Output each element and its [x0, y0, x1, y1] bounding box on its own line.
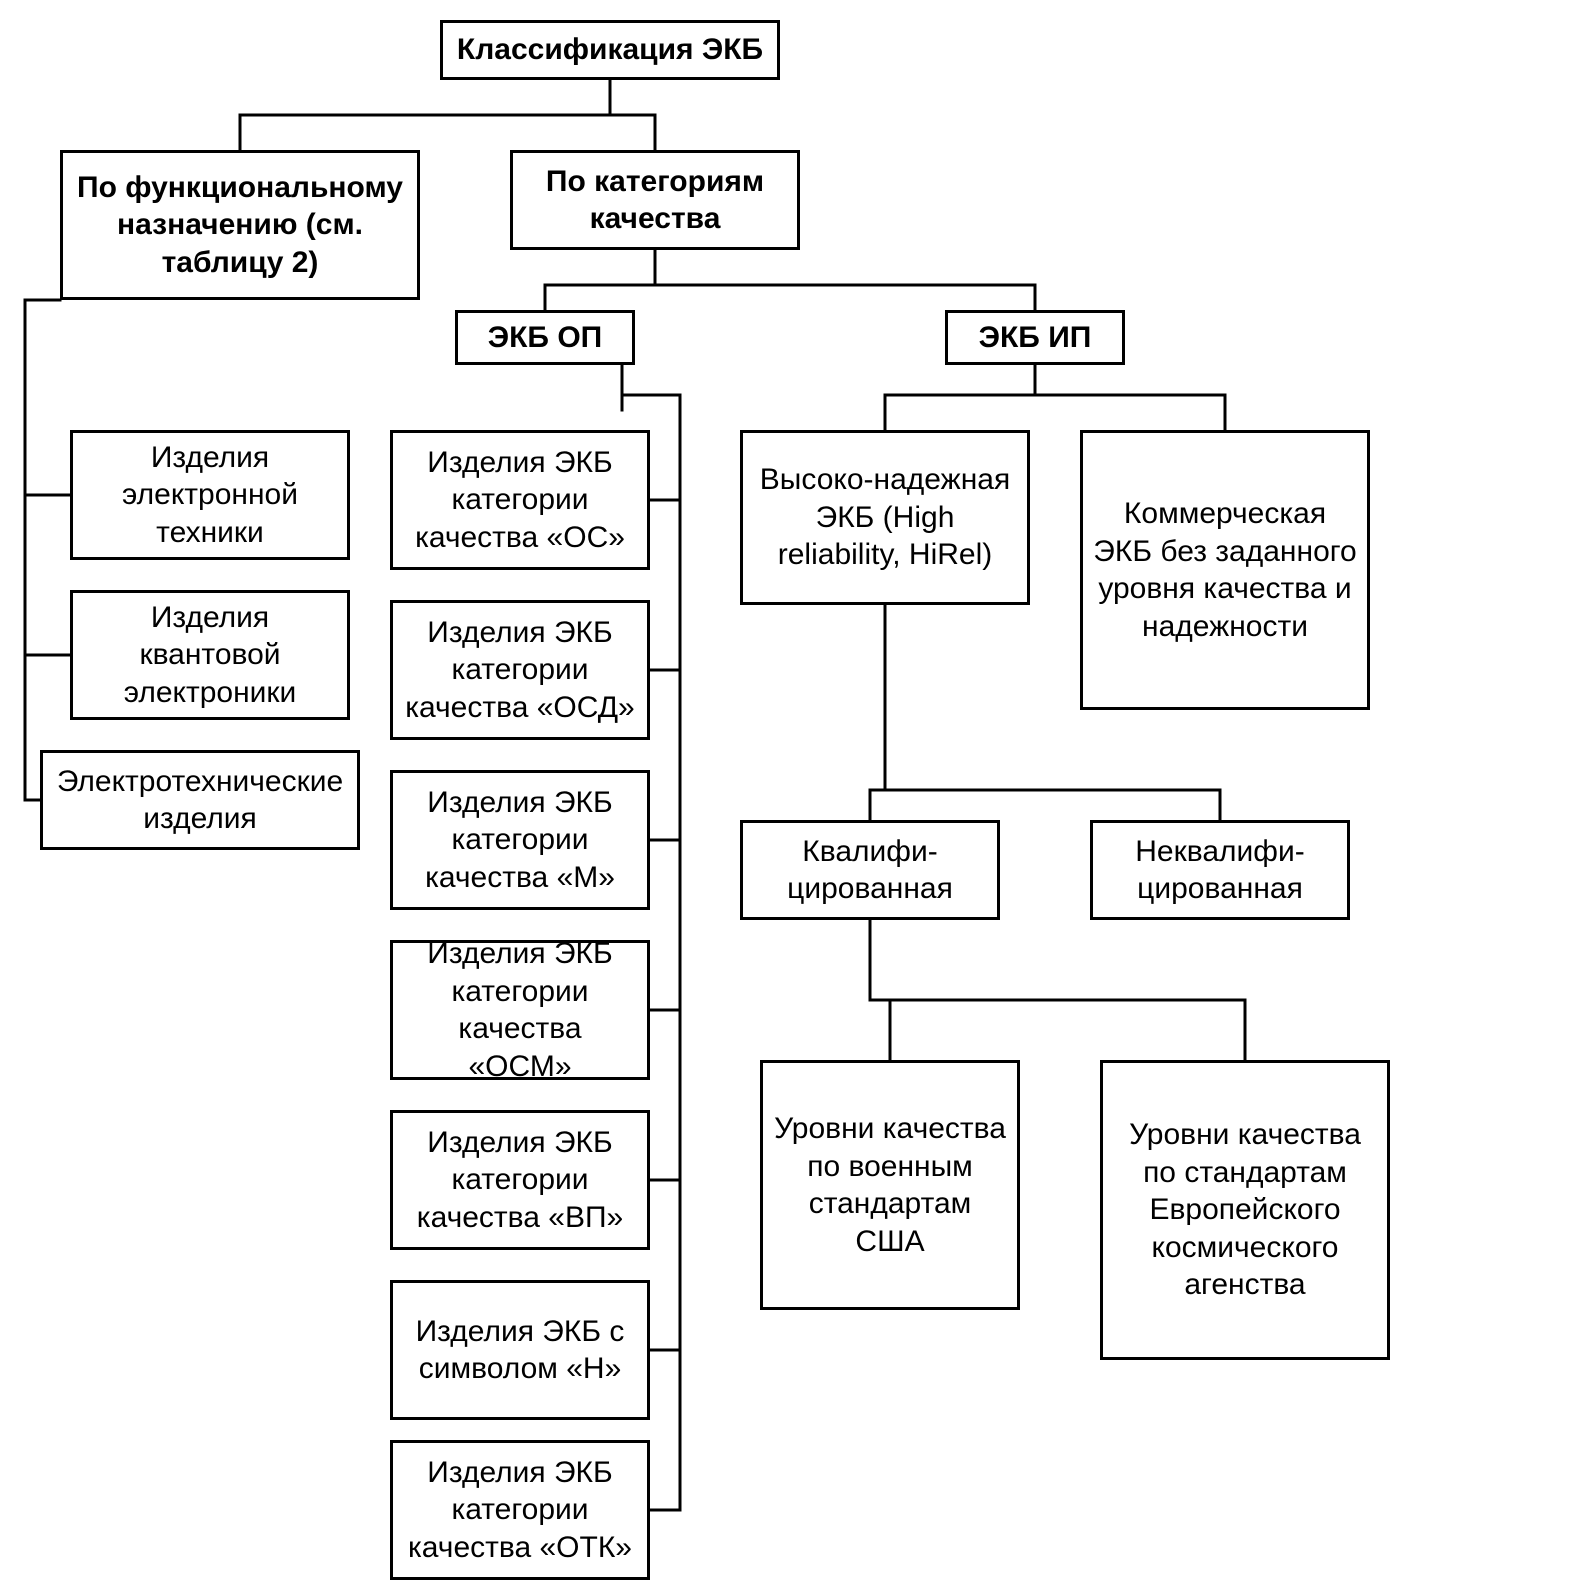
node-op3: Изделия ЭКБ категории качества «М» — [390, 770, 650, 910]
node-qual: По категориям качества — [510, 150, 800, 250]
node-std1: Уровни качества по военным стандартам СШ… — [760, 1060, 1020, 1310]
node-std2: Уровни качества по стандартам Европейско… — [1100, 1060, 1390, 1360]
node-ip: ЭКБ ИП — [945, 310, 1125, 365]
node-comm: Коммерческая ЭКБ без заданного уровня ка… — [1080, 430, 1370, 710]
node-f1: Изделия электронной техники — [70, 430, 350, 560]
node-func: По функциональному назначению (см. табли… — [60, 150, 420, 300]
node-op1: Изделия ЭКБ категории качества «ОС» — [390, 430, 650, 570]
node-root: Классификация ЭКБ — [440, 20, 780, 80]
node-op: ЭКБ ОП — [455, 310, 635, 365]
node-qual1: Квалифи-цированная — [740, 820, 1000, 920]
node-qual2: Неквалифи-цированная — [1090, 820, 1350, 920]
node-op2: Изделия ЭКБ категории качества «ОСД» — [390, 600, 650, 740]
node-op5: Изделия ЭКБ категории качества «ВП» — [390, 1110, 650, 1250]
diagram-canvas: Классификация ЭКБ По функциональному назн… — [0, 0, 1578, 1587]
node-op4: Изделия ЭКБ категории качества «ОСМ» — [390, 940, 650, 1080]
node-op6: Изделия ЭКБ с символом «Н» — [390, 1280, 650, 1420]
node-f2: Изделия квантовой электроники — [70, 590, 350, 720]
node-hirel: Высоко-надежная ЭКБ (High reliability, H… — [740, 430, 1030, 605]
node-op7: Изделия ЭКБ категории качества «ОТК» — [390, 1440, 650, 1580]
node-f3: Электротехнические изделия — [40, 750, 360, 850]
